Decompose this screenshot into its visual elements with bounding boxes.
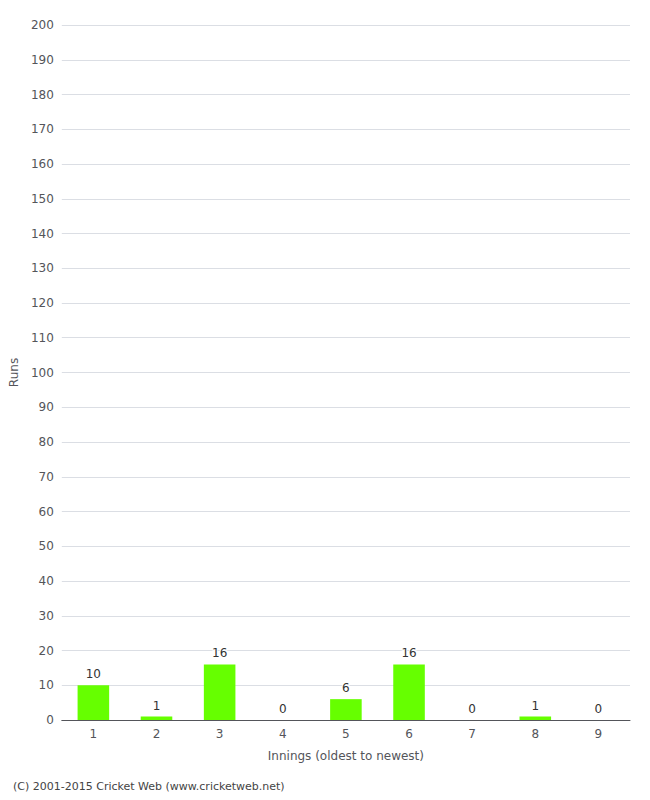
svg-text:80: 80 (39, 435, 54, 449)
svg-text:0: 0 (46, 713, 54, 727)
svg-text:100: 100 (31, 366, 54, 380)
svg-text:5: 5 (342, 727, 350, 741)
svg-text:6: 6 (342, 681, 350, 695)
svg-text:130: 130 (31, 261, 54, 275)
svg-text:180: 180 (31, 88, 54, 102)
svg-text:0: 0 (595, 702, 603, 716)
svg-text:7: 7 (468, 727, 476, 741)
svg-text:190: 190 (31, 53, 54, 67)
svg-text:0: 0 (468, 702, 476, 716)
svg-text:8: 8 (531, 727, 539, 741)
svg-text:4: 4 (279, 727, 287, 741)
svg-text:16: 16 (212, 646, 227, 660)
svg-text:110: 110 (31, 331, 54, 345)
svg-text:90: 90 (39, 400, 54, 414)
svg-text:10: 10 (39, 678, 54, 692)
svg-text:170: 170 (31, 122, 54, 136)
svg-text:30: 30 (39, 609, 54, 623)
svg-text:6: 6 (405, 727, 413, 741)
svg-text:20: 20 (39, 644, 54, 658)
svg-text:0: 0 (279, 702, 287, 716)
svg-text:40: 40 (39, 574, 54, 588)
svg-text:160: 160 (31, 157, 54, 171)
svg-text:1: 1 (531, 699, 539, 713)
svg-text:150: 150 (31, 192, 54, 206)
svg-text:50: 50 (39, 539, 54, 553)
svg-text:140: 140 (31, 227, 54, 241)
svg-text:1: 1 (153, 699, 161, 713)
svg-text:9: 9 (595, 727, 603, 741)
svg-text:1: 1 (90, 727, 98, 741)
svg-text:3: 3 (216, 727, 224, 741)
svg-text:(C) 2001-2015 Cricket Web (www: (C) 2001-2015 Cricket Web (www.cricketwe… (13, 780, 285, 793)
svg-text:2: 2 (153, 727, 161, 741)
svg-text:Runs: Runs (7, 358, 21, 387)
svg-text:200: 200 (31, 18, 54, 32)
svg-text:60: 60 (39, 505, 54, 519)
svg-text:Innings (oldest to newest): Innings (oldest to newest) (268, 749, 424, 763)
svg-text:120: 120 (31, 296, 54, 310)
svg-text:16: 16 (401, 646, 416, 660)
svg-text:70: 70 (39, 470, 54, 484)
svg-text:10: 10 (86, 667, 101, 681)
